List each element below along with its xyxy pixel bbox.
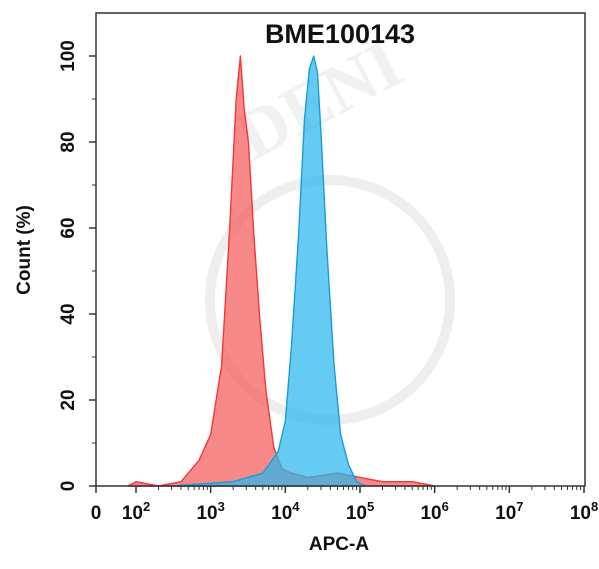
y-tick-label: 60 — [58, 217, 79, 238]
x-tick-label: 107 — [495, 499, 523, 524]
y-axis-title: Count (%) — [14, 205, 35, 295]
y-tick-label: 0 — [58, 481, 79, 492]
y-axis: 0 20 40 60 80 100 — [58, 40, 96, 491]
x-tick-label: 106 — [420, 499, 448, 524]
x-axis-title: APC-A — [309, 534, 369, 555]
y-tick-label: 20 — [58, 389, 79, 410]
y-tick-label: 40 — [58, 303, 79, 324]
plot-frame — [95, 12, 586, 487]
x-tick-label: 103 — [196, 499, 224, 524]
x-tick-label: 0 — [91, 503, 102, 524]
x-tick-label: 108 — [570, 499, 598, 524]
x-axis: 0 102 103 104 105 106 107 108 — [91, 486, 598, 524]
chart-title: BME100143 — [265, 19, 415, 49]
x-tick-label: 105 — [346, 499, 374, 524]
y-tick-label: 80 — [58, 131, 79, 152]
y-tick-label: 100 — [58, 40, 79, 72]
series-area-1 — [170, 55, 367, 487]
series-layer — [127, 55, 436, 487]
x-tick-label: 102 — [122, 499, 150, 524]
series-area-0 — [127, 55, 436, 487]
x-tick-label: 104 — [271, 499, 300, 524]
